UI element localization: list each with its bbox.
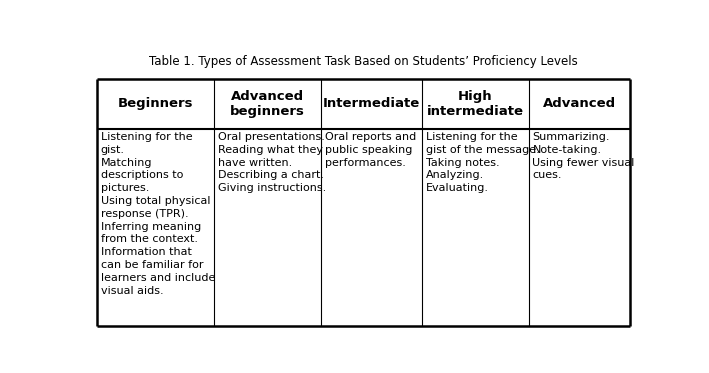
Bar	[422, 129, 529, 326]
Text: Advanced
beginners: Advanced beginners	[230, 90, 305, 118]
Text: Summarizing.
Note-taking.
Using fewer visual
cues.: Summarizing. Note-taking. Using fewer vi…	[532, 132, 635, 181]
Text: Beginners: Beginners	[118, 97, 194, 110]
Text: Advanced: Advanced	[542, 97, 616, 110]
Text: Listening for the
gist.
Matching
descriptions to
pictures.
Using total physical
: Listening for the gist. Matching descrip…	[101, 132, 215, 296]
Text: Intermediate: Intermediate	[323, 97, 420, 110]
Text: Oral presentations.
Reading what they
have written.
Describing a chart.
Giving i: Oral presentations. Reading what they ha…	[218, 132, 326, 193]
Bar	[320, 129, 422, 326]
Bar	[422, 79, 529, 129]
Bar	[214, 129, 320, 326]
Bar	[320, 79, 422, 129]
Bar	[214, 79, 320, 129]
Bar	[529, 79, 630, 129]
Text: Table 1. Types of Assessment Task Based on Students’ Proficiency Levels: Table 1. Types of Assessment Task Based …	[149, 55, 578, 68]
Text: Listening for the
gist of the message.
Taking notes.
Analyzing.
Evaluating.: Listening for the gist of the message. T…	[426, 132, 540, 193]
Text: Oral reports and
public speaking
performances.: Oral reports and public speaking perform…	[325, 132, 415, 168]
Text: High
intermediate: High intermediate	[427, 90, 524, 118]
Bar	[97, 129, 214, 326]
Bar	[97, 79, 214, 129]
Bar	[529, 129, 630, 326]
